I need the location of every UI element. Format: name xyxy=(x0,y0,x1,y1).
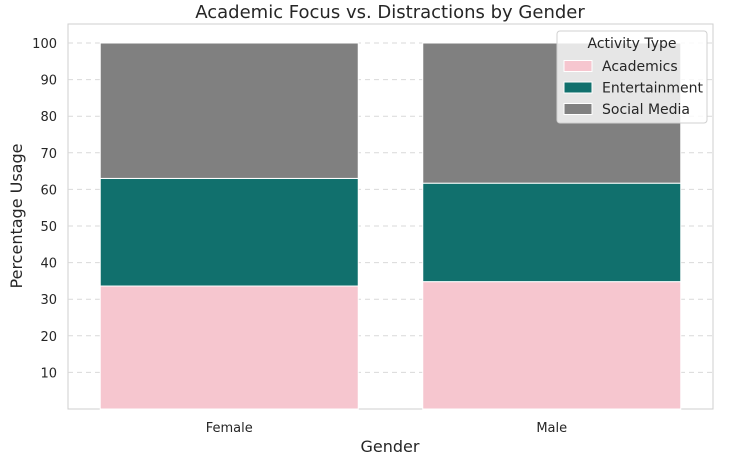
y-tick-label: 60 xyxy=(40,183,57,198)
legend-label: Academics xyxy=(602,59,678,75)
y-tick-label: 100 xyxy=(32,37,57,52)
legend-swatch xyxy=(563,60,593,72)
y-tick-label: 30 xyxy=(40,293,57,308)
x-tick-label: Female xyxy=(206,421,253,436)
y-tick-label: 70 xyxy=(40,147,57,162)
bar-female-social-media xyxy=(99,42,359,179)
y-tick-label: 40 xyxy=(40,257,57,272)
legend-label: Social Media xyxy=(602,102,690,118)
bar-female-entertainment xyxy=(99,177,359,287)
bar-male-entertainment xyxy=(422,182,682,283)
y-tick-label: 50 xyxy=(40,220,57,235)
x-tick-labels: Female Male xyxy=(206,421,567,436)
bars xyxy=(99,42,682,410)
legend-label: Entertainment xyxy=(602,81,704,97)
chart-title: Academic Focus vs. Distractions by Gende… xyxy=(195,2,585,23)
bar-female-academics xyxy=(99,285,359,410)
legend-box xyxy=(556,30,708,124)
legend: Activity Type Academics Entertainment Soci… xyxy=(556,30,708,124)
x-axis-label: Gender xyxy=(361,437,420,456)
y-tick-labels: 10 20 30 40 50 60 70 80 90 100 xyxy=(32,37,57,381)
legend-entries: Academics Entertainment Social Media xyxy=(563,59,704,118)
y-axis-label: Percentage Usage xyxy=(7,144,26,289)
y-tick-label: 80 xyxy=(40,110,57,125)
y-tick-label: 20 xyxy=(40,330,57,345)
x-tick-label: Male xyxy=(536,421,567,436)
legend-swatch xyxy=(563,81,593,94)
y-tick-label: 10 xyxy=(40,366,57,381)
bar-male-academics xyxy=(422,281,682,410)
legend-title: Activity Type xyxy=(588,36,677,52)
y-tick-label: 90 xyxy=(40,74,57,89)
legend-swatch xyxy=(563,103,593,115)
